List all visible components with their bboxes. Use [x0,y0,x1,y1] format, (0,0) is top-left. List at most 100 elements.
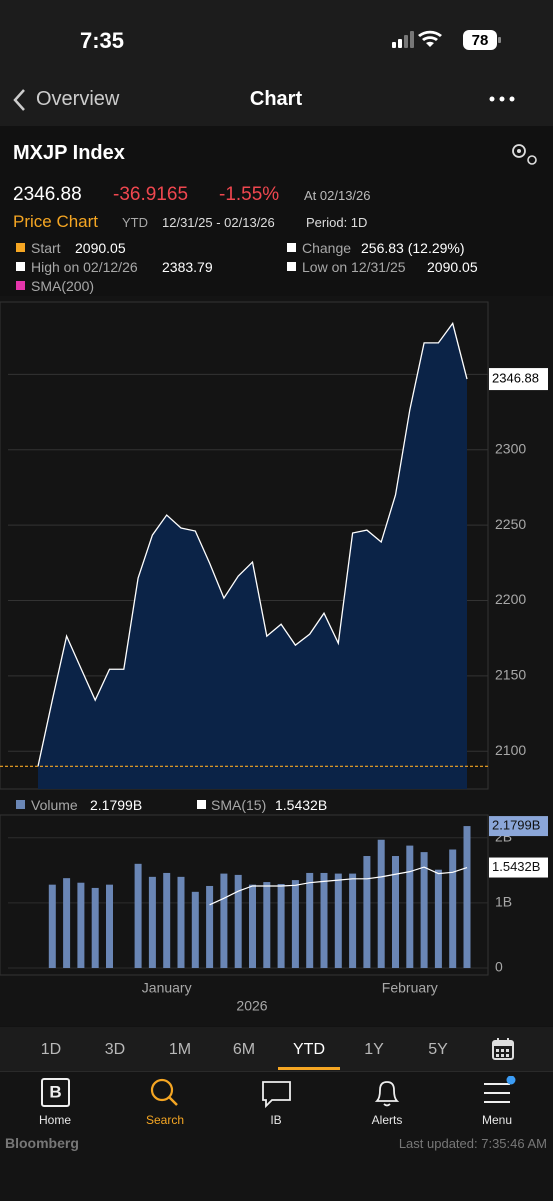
more-button[interactable] [488,94,518,104]
battery-tip [498,37,501,43]
volume-bar [191,891,199,968]
last-value-box [489,816,548,837]
volume-bar [234,874,242,968]
legend-value: 2090.05 [75,240,126,256]
top-bar-bg [0,0,553,126]
header-bg [0,126,553,296]
period-tab[interactable]: YTD [293,1041,325,1058]
home-icon[interactable] [41,1078,70,1107]
back-chevron[interactable] [12,88,28,112]
legend-label: Volume [31,797,78,813]
volume-bar [392,856,399,968]
search-icon[interactable] [150,1078,174,1102]
legend-swatch [16,800,25,809]
period-tab[interactable]: 1M [168,1041,192,1058]
price: 2346.88 [13,184,82,205]
tab-item[interactable]: IB [270,1113,282,1127]
signal-bar [392,42,396,48]
y-tick-label: 2250 [495,516,526,532]
legend-value: 256.83 (12.29%) [361,240,465,256]
x-tick-label: January [142,980,192,996]
volume-bar [334,873,342,968]
volume-bar [306,872,314,968]
y-tick-label: 0 [495,959,503,975]
legend-label: SMA(200) [31,278,95,294]
change: -36.9165 [113,184,189,205]
volume-bar [277,884,285,968]
volume-bar [263,882,271,968]
legend-swatch [197,800,206,809]
ticker: MXJP Index [13,142,125,164]
volume-bar [349,873,357,968]
volume-bar [291,880,299,968]
volume-bar [134,863,142,968]
last-value-box [489,857,548,878]
volume-bar [77,882,85,968]
volume-bar [206,885,214,968]
back-button[interactable]: Overview [36,88,120,110]
y-tick-label: 2300 [495,440,526,456]
volume-bar [177,876,185,968]
dates: 12/31/25 - 02/13/26 [162,215,275,230]
period-tab[interactable]: 6M [232,1041,256,1058]
brand: Bloomberg [5,1135,79,1151]
ib-icon[interactable] [262,1081,291,1109]
volume-bar [249,884,256,968]
legend-swatch [16,243,25,252]
tab-item[interactable]: Menu [481,1113,513,1127]
last-price-box [489,368,548,391]
volume-bar [363,856,371,968]
tab-icons: B [41,1076,516,1109]
legend-value: 2383.79 [162,259,213,275]
legend-label: SMA(15) [211,797,267,813]
volume-bar [420,852,428,968]
period-tab[interactable]: 5Y [428,1041,448,1058]
last-updated: Last updated: 7:35:46 AM [398,1136,547,1151]
legend-value: 2.1799B [90,797,143,813]
chart-label: Price Chart [13,212,99,231]
y-tick-label: 2150 [495,667,526,683]
change-pct: -1.55% [219,184,280,205]
status-time: 7:35 [80,28,125,53]
x-axis-label: 2026 [236,998,267,1014]
period-tab[interactable]: 3D [104,1041,126,1058]
price-area [38,323,467,789]
y-tick-label: 2200 [495,591,526,607]
volume-bar [463,826,471,968]
volume-bar [148,876,156,968]
nav-title: Chart [249,88,303,110]
settings-icon[interactable] [508,140,542,168]
tab-item[interactable]: Alerts [371,1113,403,1127]
battery [463,30,497,50]
legend-swatch [16,262,25,271]
legend-label: Start [31,240,61,256]
wifi-icon [418,30,442,47]
legend-value: 2090.05 [427,259,478,275]
tab-bar-bg [0,1071,553,1201]
range: YTD [122,215,148,230]
legend-label: Change [302,240,352,256]
volume-bar [163,872,171,968]
alerts-icon[interactable] [374,1081,400,1107]
volume-bar [377,839,385,968]
tab-item[interactable]: Home [38,1113,72,1127]
legend-label: Low on 12/31/25 [302,259,406,275]
menu-icon[interactable] [484,1083,510,1103]
volume-bar [63,878,71,968]
volume-bar [406,845,414,968]
period: Period: 1D [306,215,368,230]
calendar-button[interactable] [492,1038,514,1060]
legend-label: High on 02/12/26 [31,259,138,275]
volume-bar [320,872,328,968]
legend-swatch [287,243,296,252]
last-price-label: 2346.88 [492,371,539,386]
plot-frame [0,814,489,976]
last-value-label: 1.5432B [492,859,540,874]
period-tab[interactable]: 1D [40,1041,62,1058]
menu-badge [506,1076,516,1085]
legend-swatch [16,281,25,290]
tab-item[interactable]: Search [145,1113,185,1127]
period-tab[interactable]: 1Y [364,1041,384,1058]
signal-bar [404,35,408,48]
